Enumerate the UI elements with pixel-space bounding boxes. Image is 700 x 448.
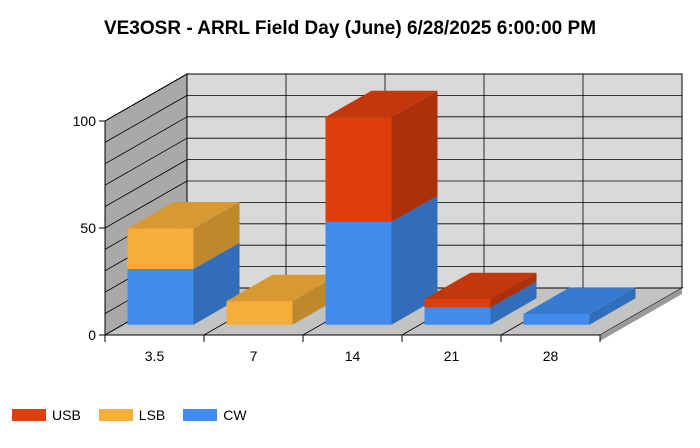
bar-usb-21 <box>424 272 537 308</box>
gridline-left-wall <box>104 159 188 207</box>
x-tick-label: 21 <box>444 348 460 364</box>
x-tick-label: 7 <box>250 348 258 364</box>
legend-item-lsb: LSB <box>98 407 166 423</box>
legend-swatch-lsb <box>98 409 133 421</box>
floor-edge <box>600 288 682 341</box>
x-tick-label: 3.5 <box>145 348 165 364</box>
legend-label-usb: USB <box>52 407 81 423</box>
x-tick-label: 28 <box>543 348 559 364</box>
legend-item-cw: CW <box>183 407 247 423</box>
y-tick-label: 0 <box>88 327 96 343</box>
legend-swatch-cw <box>183 409 218 421</box>
bar-lsb-3.5 <box>127 202 240 269</box>
bar-cw-28 <box>523 287 636 325</box>
y-tick-label: 50 <box>80 220 96 236</box>
gridline-left-wall <box>104 180 188 229</box>
bar-usb-14 <box>325 90 438 222</box>
y-tick-label: 100 <box>73 113 97 129</box>
legend-label-cw: CW <box>223 407 247 423</box>
gridline-left-wall <box>104 73 188 122</box>
legend-item-usb: USB <box>12 407 81 423</box>
legend-label-lsb: LSB <box>138 407 166 423</box>
gridline-left-wall <box>104 116 188 165</box>
gridline-left-wall <box>104 137 188 186</box>
gridline-left-wall <box>104 95 188 143</box>
legend-swatch-usb <box>12 409 46 421</box>
x-tick-label: 14 <box>345 348 361 364</box>
legend: USB LSB CW <box>12 404 247 426</box>
chart-title: VE3OSR - ARRL Field Day (June) 6/28/2025… <box>103 18 597 39</box>
